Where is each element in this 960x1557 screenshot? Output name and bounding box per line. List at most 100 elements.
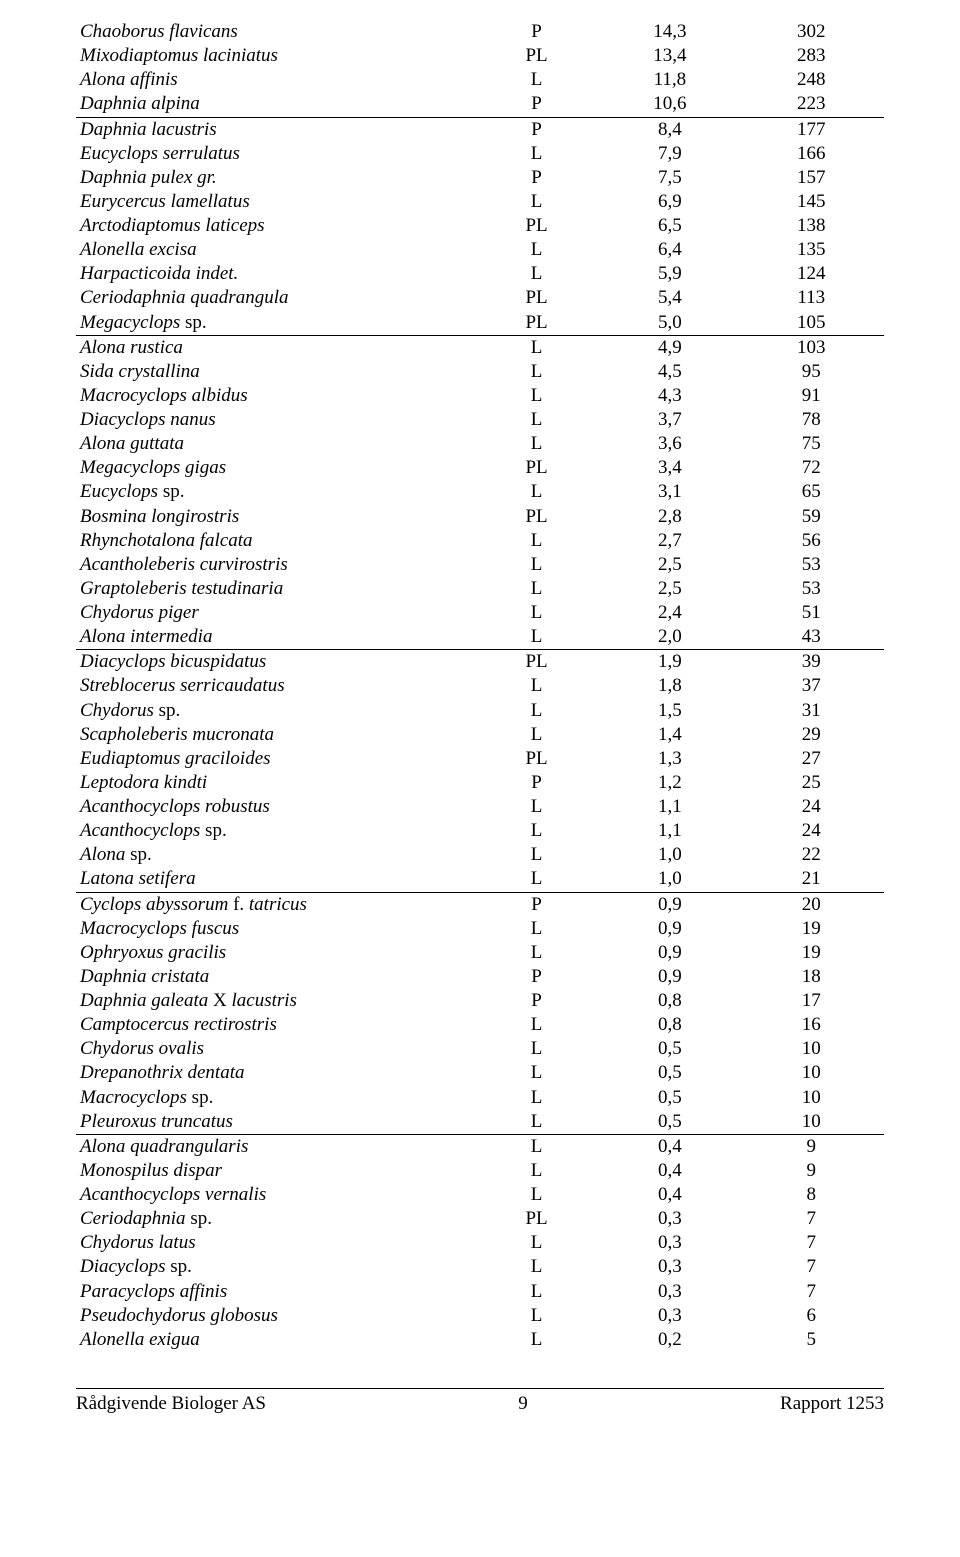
- species-value-1: 1,2: [601, 771, 738, 795]
- species-code: P: [472, 20, 601, 44]
- species-name: Alonella exigua: [76, 1328, 472, 1352]
- species-value-2: 78: [739, 408, 884, 432]
- species-code: L: [472, 917, 601, 941]
- species-name: Chydorus piger: [76, 601, 472, 625]
- table-row: Chydorus latusL0,37: [76, 1231, 884, 1255]
- species-value-2: 138: [739, 214, 884, 238]
- species-value-1: 0,9: [601, 892, 738, 917]
- species-name: Drepanothrix dentata: [76, 1061, 472, 1085]
- species-value-2: 145: [739, 190, 884, 214]
- footer-left: Rådgivende Biologer AS: [76, 1393, 266, 1415]
- species-value-1: 0,4: [601, 1134, 738, 1159]
- species-code: L: [472, 1255, 601, 1279]
- table-row: Ceriodaphnia quadrangulaPL5,4113: [76, 286, 884, 310]
- table-row: Pseudochydorus globosusL0,36: [76, 1304, 884, 1328]
- table-row: Acantholeberis curvirostrisL2,553: [76, 553, 884, 577]
- species-code: L: [472, 1280, 601, 1304]
- species-code: L: [472, 68, 601, 92]
- species-value-2: 283: [739, 44, 884, 68]
- table-row: Mixodiaptomus laciniatusPL13,4283: [76, 44, 884, 68]
- table-row: Megacyclops sp.PL5,0105: [76, 311, 884, 336]
- species-code: L: [472, 625, 601, 650]
- table-row: Diacyclops nanusL3,778: [76, 408, 884, 432]
- species-name: Chydorus sp.: [76, 699, 472, 723]
- table-row: Rhynchotalona falcataL2,756: [76, 529, 884, 553]
- species-value-1: 2,5: [601, 553, 738, 577]
- species-value-1: 1,1: [601, 795, 738, 819]
- species-value-2: 248: [739, 68, 884, 92]
- table-row: Camptocercus rectirostrisL0,816: [76, 1013, 884, 1037]
- table-row: Streblocerus serricaudatusL1,837: [76, 674, 884, 698]
- species-value-1: 0,8: [601, 1013, 738, 1037]
- species-name: Chaoborus flavicans: [76, 20, 472, 44]
- table-row: Eucyclops serrulatusL7,9166: [76, 142, 884, 166]
- species-value-1: 4,9: [601, 335, 738, 360]
- species-code: L: [472, 1231, 601, 1255]
- species-value-1: 0,4: [601, 1183, 738, 1207]
- species-value-2: 17: [739, 989, 884, 1013]
- table-row: Paracyclops affinisL0,37: [76, 1280, 884, 1304]
- species-table: Chaoborus flavicansP14,3302Mixodiaptomus…: [76, 20, 884, 1352]
- species-code: L: [472, 1037, 601, 1061]
- species-code: PL: [472, 505, 601, 529]
- species-code: L: [472, 384, 601, 408]
- species-value-2: 65: [739, 480, 884, 504]
- table-row: Chaoborus flavicansP14,3302: [76, 20, 884, 44]
- species-code: PL: [472, 747, 601, 771]
- table-row: Latona setiferaL1,021: [76, 867, 884, 892]
- species-value-1: 0,3: [601, 1255, 738, 1279]
- species-value-1: 1,5: [601, 699, 738, 723]
- species-code: L: [472, 723, 601, 747]
- species-name: Pseudochydorus globosus: [76, 1304, 472, 1328]
- species-value-1: 5,0: [601, 311, 738, 336]
- table-row: Chydorus ovalisL0,510: [76, 1037, 884, 1061]
- species-name: Rhynchotalona falcata: [76, 529, 472, 553]
- table-row: Harpacticoida indet.L5,9124: [76, 262, 884, 286]
- species-name: Alona rustica: [76, 335, 472, 360]
- table-row: Eucyclops sp.L3,165: [76, 480, 884, 504]
- species-code: L: [472, 674, 601, 698]
- species-name: Acanthocyclops sp.: [76, 819, 472, 843]
- table-row: Alona rusticaL4,9103: [76, 335, 884, 360]
- species-value-1: 6,9: [601, 190, 738, 214]
- species-value-2: 10: [739, 1110, 884, 1135]
- species-value-1: 6,4: [601, 238, 738, 262]
- species-name: Megacyclops gigas: [76, 456, 472, 480]
- species-value-1: 2,0: [601, 625, 738, 650]
- species-name: Ophryoxus gracilis: [76, 941, 472, 965]
- species-name: Alona quadrangularis: [76, 1134, 472, 1159]
- table-row: Diacyclops bicuspidatusPL1,939: [76, 650, 884, 675]
- species-code: L: [472, 1159, 601, 1183]
- table-row: Alona sp.L1,022: [76, 843, 884, 867]
- species-value-1: 6,5: [601, 214, 738, 238]
- table-row: Drepanothrix dentataL0,510: [76, 1061, 884, 1085]
- species-value-2: 302: [739, 20, 884, 44]
- species-name: Camptocercus rectirostris: [76, 1013, 472, 1037]
- species-name: Leptodora kindti: [76, 771, 472, 795]
- footer-page-number: 9: [266, 1393, 780, 1415]
- species-name: Alonella excisa: [76, 238, 472, 262]
- species-value-1: 1,8: [601, 674, 738, 698]
- species-value-2: 21: [739, 867, 884, 892]
- species-name: Cyclops abyssorum f. tatricus: [76, 892, 472, 917]
- species-value-2: 16: [739, 1013, 884, 1037]
- table-row: Alona guttataL3,675: [76, 432, 884, 456]
- species-value-2: 9: [739, 1159, 884, 1183]
- species-name: Diacyclops nanus: [76, 408, 472, 432]
- species-value-2: 51: [739, 601, 884, 625]
- species-code: L: [472, 529, 601, 553]
- species-code: P: [472, 92, 601, 117]
- page-footer: Rådgivende Biologer AS 9 Rapport 1253: [76, 1388, 884, 1415]
- species-name: Diacyclops sp.: [76, 1255, 472, 1279]
- species-code: PL: [472, 650, 601, 675]
- species-value-2: 7: [739, 1255, 884, 1279]
- species-name: Latona setifera: [76, 867, 472, 892]
- species-name: Eucyclops serrulatus: [76, 142, 472, 166]
- species-value-2: 7: [739, 1231, 884, 1255]
- species-name: Diacyclops bicuspidatus: [76, 650, 472, 675]
- species-code: L: [472, 408, 601, 432]
- species-value-1: 3,1: [601, 480, 738, 504]
- species-value-1: 0,3: [601, 1231, 738, 1255]
- species-code: L: [472, 843, 601, 867]
- species-code: L: [472, 335, 601, 360]
